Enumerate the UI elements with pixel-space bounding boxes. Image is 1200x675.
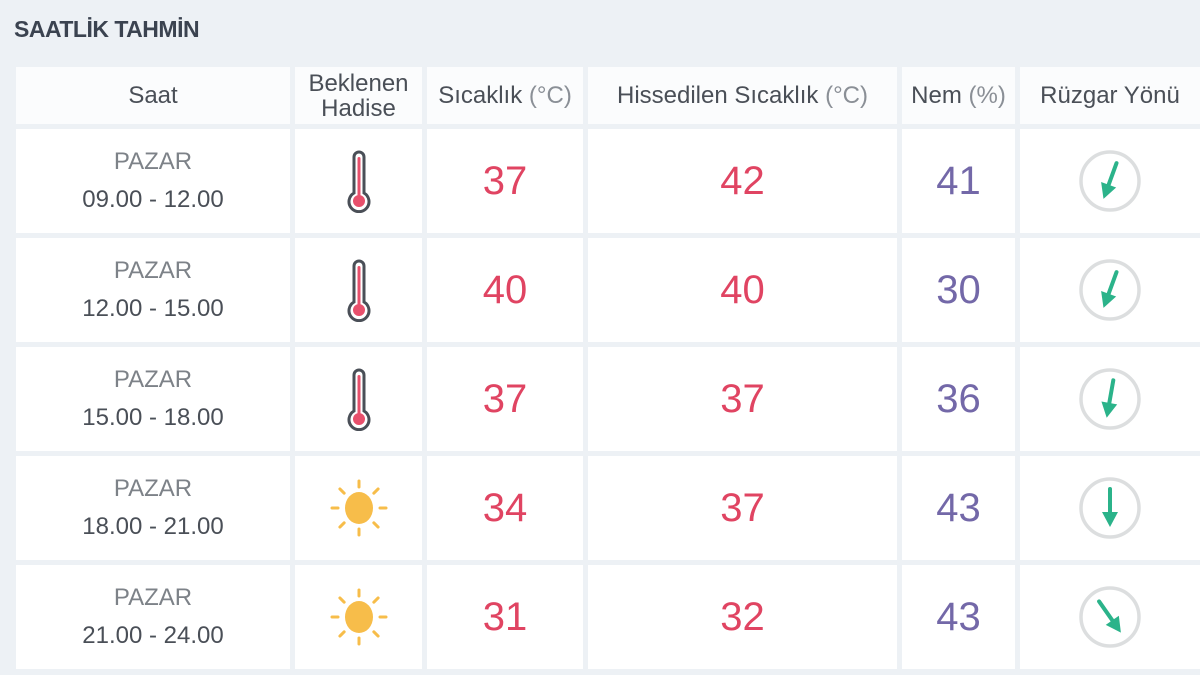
- thermometer-icon: [344, 149, 374, 213]
- wind-direction-arrow-icon: [1077, 475, 1143, 541]
- thermometer-icon: [344, 367, 374, 431]
- feels-like-value: 37: [588, 347, 897, 451]
- temperature-value: 37: [427, 129, 583, 233]
- time-range: 15.00 - 18.00: [82, 404, 224, 431]
- header-event: Beklenen Hadise: [295, 67, 422, 124]
- event-cell: [295, 456, 422, 560]
- sun-icon: [329, 478, 389, 538]
- header-humidity-label: Nem: [911, 82, 962, 109]
- section-title: SAATLİK TAHMİN: [14, 16, 200, 42]
- humidity-value: 41: [902, 129, 1015, 233]
- time-range: 12.00 - 15.00: [82, 295, 224, 322]
- header-temp: Sıcaklık (°C): [427, 67, 583, 124]
- thermometer-icon: [344, 258, 374, 322]
- day-label: PAZAR: [113, 148, 193, 175]
- temperature-value: 34: [427, 456, 583, 560]
- humidity-value: 43: [902, 456, 1015, 560]
- event-cell: [295, 347, 422, 451]
- header-event-line1: Beklenen: [308, 69, 409, 97]
- feels-like-value: 37: [588, 456, 897, 560]
- header-temp-unit: (°C): [528, 82, 572, 109]
- feels-like-value: 42: [588, 129, 897, 233]
- time-cell: PAZAR 18.00 - 21.00: [16, 456, 290, 560]
- day-label: PAZAR: [113, 584, 193, 611]
- wind-cell: [1020, 456, 1200, 560]
- wind-direction-arrow-icon: [1077, 366, 1143, 432]
- header-feels-label: Hissedilen Sıcaklık: [616, 82, 819, 109]
- header-humidity: Nem (%): [902, 67, 1015, 124]
- wind-cell: [1020, 565, 1200, 669]
- header-time-label: Saat: [128, 82, 178, 109]
- wind-cell: [1020, 238, 1200, 342]
- hourly-forecast-table: Saat Beklenen Hadise Sıcaklık (°C) Hissed…: [16, 67, 1200, 669]
- day-label: PAZAR: [113, 257, 193, 284]
- header-temp-label: Sıcaklık: [438, 82, 523, 109]
- header-feels-unit: (°C): [825, 82, 868, 109]
- header-wind-label: Rüzgar Yönü: [1040, 82, 1180, 109]
- event-cell: [295, 238, 422, 342]
- time-range: 09.00 - 12.00: [82, 186, 224, 213]
- temperature-value: 37: [427, 347, 583, 451]
- wind-cell: [1020, 347, 1200, 451]
- humidity-value: 43: [902, 565, 1015, 669]
- feels-like-value: 32: [588, 565, 897, 669]
- header-humidity-unit: (%): [968, 82, 1006, 109]
- temperature-value: 40: [427, 238, 583, 342]
- wind-direction-arrow-icon: [1077, 257, 1143, 323]
- feels-like-value: 40: [588, 238, 897, 342]
- time-range: 21.00 - 24.00: [82, 622, 224, 649]
- header-wind: Rüzgar Yönü: [1020, 67, 1200, 124]
- time-cell: PAZAR 15.00 - 18.00: [16, 347, 290, 451]
- event-cell: [295, 565, 422, 669]
- time-range: 18.00 - 21.00: [82, 513, 224, 540]
- time-cell: PAZAR 21.00 - 24.00: [16, 565, 290, 669]
- time-cell: PAZAR 09.00 - 12.00: [16, 129, 290, 233]
- sun-icon: [329, 587, 389, 647]
- header-feels: Hissedilen Sıcaklık (°C): [588, 67, 897, 124]
- time-cell: PAZAR 12.00 - 15.00: [16, 238, 290, 342]
- wind-cell: [1020, 129, 1200, 233]
- wind-direction-arrow-icon: [1077, 148, 1143, 214]
- header-event-line2: Hadise: [321, 94, 396, 122]
- temperature-value: 31: [427, 565, 583, 669]
- day-label: PAZAR: [113, 475, 193, 502]
- humidity-value: 30: [902, 238, 1015, 342]
- humidity-value: 36: [902, 347, 1015, 451]
- wind-direction-arrow-icon: [1077, 584, 1143, 650]
- header-time: Saat: [16, 67, 290, 124]
- day-label: PAZAR: [113, 366, 193, 393]
- event-cell: [295, 129, 422, 233]
